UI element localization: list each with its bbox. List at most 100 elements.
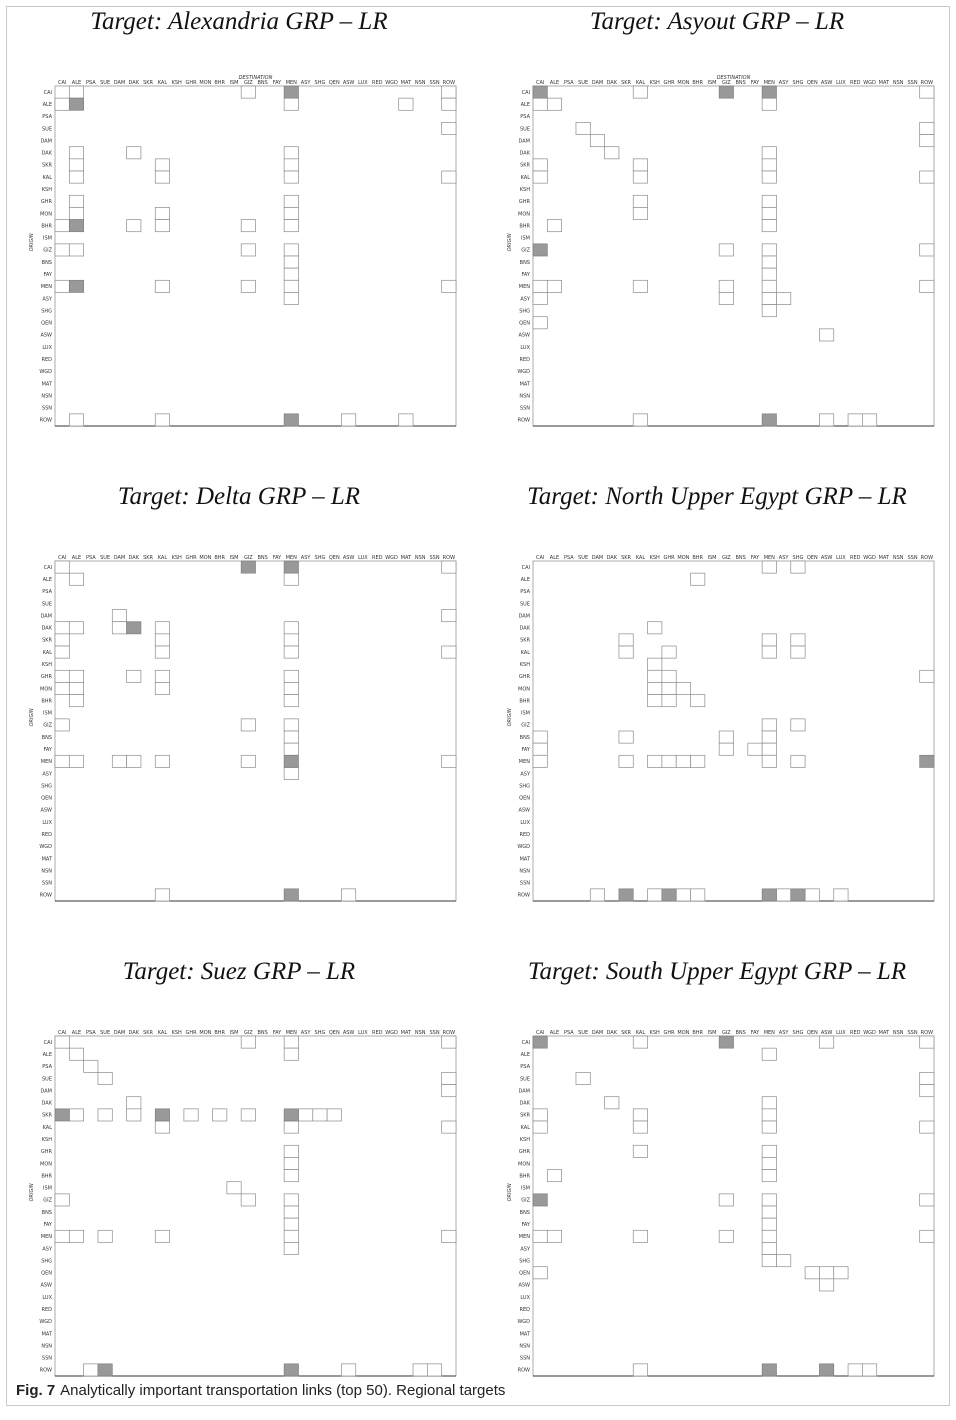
link-cell — [126, 754, 142, 768]
link-cell — [441, 560, 457, 574]
destination-tick-label: NSN — [415, 555, 426, 561]
link-cell — [761, 1096, 777, 1110]
link-cell-highlighted — [532, 85, 548, 99]
origin-tick-label: GIZ — [43, 248, 52, 254]
link-cell — [68, 243, 84, 257]
link-cell-highlighted — [819, 1363, 835, 1377]
destination-tick-label: WGD — [385, 80, 398, 86]
link-cell — [833, 888, 849, 902]
link-cell — [68, 694, 84, 708]
link-cell — [398, 413, 414, 427]
origin-tick-label: ISM — [521, 236, 530, 242]
origin-tick-label: ASW — [518, 333, 530, 339]
destination-tick-label: ASW — [821, 80, 833, 86]
link-cell — [761, 304, 777, 318]
link-cell — [690, 572, 706, 586]
destination-tick-label: SUE — [100, 1030, 110, 1036]
link-cell — [833, 1266, 849, 1280]
link-cell-highlighted — [54, 1108, 70, 1122]
link-cell — [183, 1108, 199, 1122]
link-cell — [761, 1242, 777, 1255]
origin-tick-label: ROW — [40, 1368, 52, 1374]
link-cell — [283, 1193, 299, 1207]
origin-tick-label: SHG — [41, 1258, 52, 1264]
link-cell — [804, 888, 820, 902]
origin-tick-label: GIZ — [521, 248, 530, 254]
link-cell — [68, 158, 84, 172]
origin-tick-label: DAK — [42, 151, 53, 157]
origin-tick-label: LUX — [520, 345, 530, 351]
origin-tick-label: ROW — [518, 418, 530, 424]
link-cell — [632, 85, 648, 99]
destination-tick-label: SHG — [793, 80, 804, 86]
link-cell — [283, 1157, 299, 1170]
link-cell — [618, 645, 634, 659]
link-cell — [604, 1096, 620, 1110]
link-cell — [283, 1120, 299, 1134]
link-cell — [604, 146, 620, 160]
link-cell — [532, 170, 548, 184]
link-cell — [761, 243, 777, 257]
destination-tick-label: BHR — [692, 555, 703, 561]
link-cell — [632, 1035, 648, 1049]
link-cell — [647, 888, 663, 902]
origin-tick-label: KAL — [521, 650, 531, 656]
link-cell — [661, 754, 677, 768]
origin-tick-label: DAK — [520, 626, 531, 632]
origin-tick-label: KAL — [521, 1125, 531, 1131]
link-cell — [532, 730, 548, 744]
origin-tick-label: FAY — [43, 1222, 52, 1228]
origin-tick-label: WGD — [39, 369, 52, 375]
destination-tick-label: CAI — [536, 555, 544, 561]
destination-tick-label: WGD — [863, 1030, 876, 1036]
origin-tick-label: PSA — [520, 1064, 530, 1070]
destination-tick-label: ASW — [343, 80, 355, 86]
figure-label: Fig. 7 — [16, 1382, 56, 1399]
origin-tick-label: PSA — [42, 589, 52, 595]
destination-tick-label: MEN — [286, 555, 297, 561]
destination-tick-label: ROW — [921, 80, 933, 86]
origin-tick-label: MAT — [42, 1331, 53, 1337]
link-cell — [283, 146, 299, 160]
link-cell — [647, 694, 663, 708]
origin-tick-label: NSN — [41, 1343, 52, 1349]
link-cell — [632, 1144, 648, 1158]
origin-tick-label: CAI — [44, 1040, 52, 1046]
link-cell — [761, 279, 777, 293]
origin-tick-label: GHR — [519, 1149, 531, 1155]
destination-tick-label: SUE — [100, 80, 110, 86]
link-cell — [761, 633, 777, 647]
origin-tick-label: BHR — [41, 223, 52, 229]
link-cell — [632, 1363, 648, 1377]
link-cell — [747, 742, 763, 756]
origin-tick-label: PSA — [520, 114, 530, 120]
destination-tick-label: CAI — [58, 1030, 66, 1036]
origin-tick-label: DAM — [519, 138, 531, 144]
destination-tick-label: SKR — [621, 555, 631, 561]
link-cell — [240, 1193, 256, 1207]
destination-tick-label: FAY — [273, 1030, 282, 1036]
link-cell — [532, 1229, 548, 1243]
link-cell — [283, 1144, 299, 1158]
link-cell — [283, 170, 299, 184]
link-cell-highlighted — [761, 1363, 777, 1377]
origin-tick-label: BHR — [519, 698, 530, 704]
figure-caption-text: Analytically important transportation li… — [60, 1382, 506, 1399]
link-cell — [661, 645, 677, 659]
destination-tick-label: ALE — [550, 80, 559, 86]
link-cell — [427, 1363, 443, 1377]
destination-tick-label: ISM — [708, 1030, 717, 1036]
panel-title: Target: Alexandria GRP – LR — [90, 8, 388, 35]
destination-tick-label: ALE — [72, 555, 81, 561]
link-cell — [283, 742, 299, 756]
destination-tick-label: MAT — [879, 555, 890, 561]
link-cell — [154, 754, 170, 768]
destination-tick-label: SSN — [429, 1030, 439, 1036]
destination-tick-label: RED — [372, 1030, 383, 1036]
destination-tick-label: MEN — [286, 80, 297, 86]
link-cell-highlighted — [283, 560, 299, 574]
link-cell — [283, 1229, 299, 1243]
link-cell — [575, 122, 591, 135]
origin-tick-label: KAL — [43, 1125, 53, 1131]
destination-tick-label: ASW — [821, 555, 833, 561]
